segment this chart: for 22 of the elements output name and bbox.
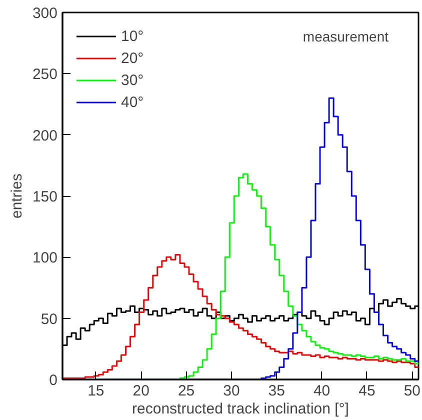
y-tick-label: 50 bbox=[40, 310, 58, 328]
legend-label: 40° bbox=[121, 94, 144, 110]
legend-label: 20° bbox=[121, 50, 144, 66]
y-tick-label: 200 bbox=[32, 127, 58, 144]
y-tick-label: 300 bbox=[32, 5, 58, 22]
y-tick-label: 150 bbox=[32, 188, 58, 206]
y-tick-label: 0 bbox=[49, 372, 58, 389]
legend-label: 30° bbox=[121, 72, 144, 88]
y-tick-label: 100 bbox=[32, 250, 58, 267]
y-axis-title: entries bbox=[8, 173, 26, 219]
y-tick-label: 250 bbox=[32, 66, 58, 84]
x-tick-label: 25 bbox=[178, 382, 195, 400]
x-tick-label: 35 bbox=[268, 382, 285, 400]
x-axis-title: reconstructed track inclination [°] bbox=[132, 400, 349, 418]
annotation: measurement bbox=[302, 28, 389, 44]
x-tick-label: 40 bbox=[313, 382, 330, 400]
x-tick-label: 20 bbox=[132, 382, 150, 400]
x-tick-label: 45 bbox=[358, 382, 376, 400]
legend-label: 10° bbox=[121, 28, 144, 44]
x-tick-label: 15 bbox=[88, 382, 104, 400]
x-tick-label: 30 bbox=[223, 382, 240, 400]
x-tick-label: 50 bbox=[404, 382, 421, 400]
